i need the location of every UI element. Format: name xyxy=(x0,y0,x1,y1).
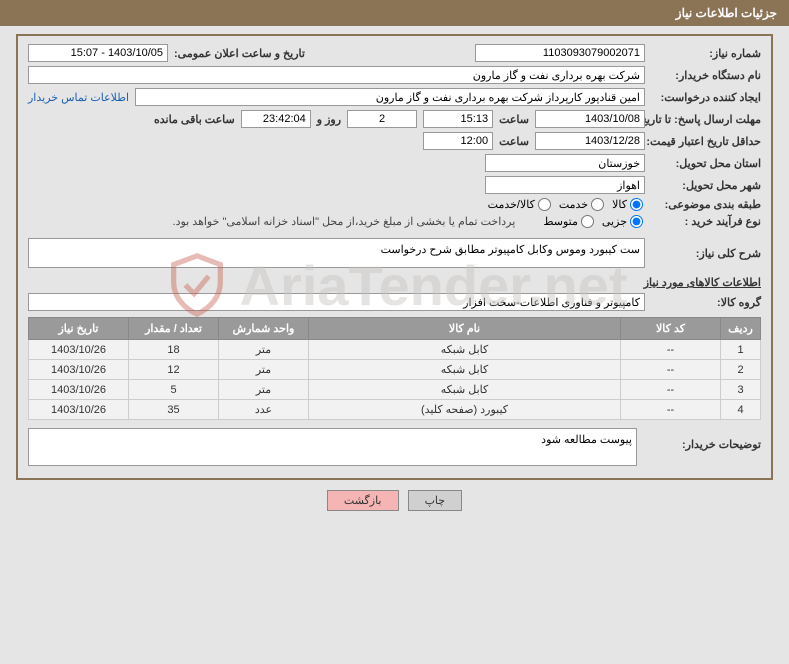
back-button[interactable]: بازگشت xyxy=(327,490,399,511)
price-valid-time: 12:00 xyxy=(423,132,493,150)
province-field: خوزستان xyxy=(485,154,645,172)
payment-note: پرداخت تمام یا بخشی از مبلغ خرید،از محل … xyxy=(173,215,516,228)
table-row: 3--کابل شبکهمتر51403/10/26 xyxy=(29,380,761,400)
radio-medium[interactable]: متوسط xyxy=(543,215,594,228)
table-cell: -- xyxy=(621,400,721,420)
button-row: چاپ بازگشت xyxy=(0,490,789,511)
table-cell: کابل شبکه xyxy=(309,360,621,380)
process-label: نوع فرآیند خرید : xyxy=(651,215,761,228)
goods-group-label: گروه کالا: xyxy=(651,296,761,309)
desc-label: شرح کلی نیاز: xyxy=(651,247,761,260)
table-cell: متر xyxy=(219,360,309,380)
time-label-2: ساعت xyxy=(499,135,529,148)
table-row: 4--کیبورد (صفحه کلید)عدد351403/10/26 xyxy=(29,400,761,420)
buyer-notes-field: پیوست مطالعه شود xyxy=(28,428,637,466)
th-unit: واحد شمارش xyxy=(219,318,309,340)
table-cell: -- xyxy=(621,380,721,400)
time-label-1: ساعت xyxy=(499,113,529,126)
print-button[interactable]: چاپ xyxy=(408,490,463,511)
table-cell: 4 xyxy=(721,400,761,420)
table-header-row: ردیف کد کالا نام کالا واحد شمارش تعداد /… xyxy=(29,318,761,340)
price-valid-date: 1403/12/28 xyxy=(535,132,645,150)
announce-value: 1403/10/05 - 15:07 xyxy=(28,44,168,62)
table-cell: -- xyxy=(621,360,721,380)
reply-deadline-label: مهلت ارسال پاسخ: تا تاریخ: xyxy=(651,113,761,126)
days-count-field: 2 xyxy=(347,110,417,128)
table-cell: 12 xyxy=(129,360,219,380)
table-cell: 5 xyxy=(129,380,219,400)
table-cell: متر xyxy=(219,380,309,400)
goods-group-field: کامپیوتر و فناوری اطلاعات-سخت افزار xyxy=(28,293,645,311)
th-qty: تعداد / مقدار xyxy=(129,318,219,340)
city-label: شهر محل تحویل: xyxy=(651,179,761,192)
goods-info-title: اطلاعات کالاهای مورد نیاز xyxy=(28,276,761,289)
th-row: ردیف xyxy=(721,318,761,340)
buyer-org-field: شرکت بهره برداری نفت و گاز مارون xyxy=(28,66,645,84)
table-cell: کابل شبکه xyxy=(309,380,621,400)
category-label: طبقه بندی موضوعی: xyxy=(651,198,761,211)
desc-field: ست کیبورد وموس وکابل کامپیوتر مطابق شرح … xyxy=(28,238,645,268)
table-cell: کیبورد (صفحه کلید) xyxy=(309,400,621,420)
th-code: کد کالا xyxy=(621,318,721,340)
city-field: اهواز xyxy=(485,176,645,194)
th-name: نام کالا xyxy=(309,318,621,340)
items-table: ردیف کد کالا نام کالا واحد شمارش تعداد /… xyxy=(28,317,761,420)
radio-service[interactable]: خدمت xyxy=(559,198,604,211)
table-row: 1--کابل شبکهمتر181403/10/26 xyxy=(29,340,761,360)
buyer-contact-link[interactable]: اطلاعات تماس خریدار xyxy=(28,91,129,104)
table-cell: -- xyxy=(621,340,721,360)
table-cell: 3 xyxy=(721,380,761,400)
page-header: جزئیات اطلاعات نیاز xyxy=(0,0,789,26)
countdown-field: 23:42:04 xyxy=(241,110,311,128)
table-cell: 18 xyxy=(129,340,219,360)
table-cell: 1403/10/26 xyxy=(29,380,129,400)
province-label: استان محل تحویل: xyxy=(651,157,761,170)
radio-goods-service[interactable]: کالا/خدمت xyxy=(488,198,551,211)
main-panel: شماره نیاز: 1103093079002071 تاریخ و ساع… xyxy=(16,34,773,480)
table-cell: متر xyxy=(219,340,309,360)
table-cell: 2 xyxy=(721,360,761,380)
announce-label: تاریخ و ساعت اعلان عمومی: xyxy=(174,47,305,60)
price-valid-label: حداقل تاریخ اعتبار قیمت: تا تاریخ: xyxy=(651,135,761,148)
buyer-org-label: نام دستگاه خریدار: xyxy=(651,69,761,82)
radio-goods[interactable]: کالا xyxy=(612,198,643,211)
table-cell: 35 xyxy=(129,400,219,420)
days-and-label: روز و xyxy=(317,113,341,126)
buyer-notes-label: توضیحات خریدار: xyxy=(651,428,761,451)
remaining-label: ساعت باقی مانده xyxy=(154,113,235,126)
table-cell: 1403/10/26 xyxy=(29,340,129,360)
table-cell: 1403/10/26 xyxy=(29,360,129,380)
reply-time-field: 15:13 xyxy=(423,110,493,128)
table-cell: عدد xyxy=(219,400,309,420)
requester-field: امین قنادپور کارپرداز شرکت بهره برداری ن… xyxy=(135,88,645,106)
th-date: تاریخ نیاز xyxy=(29,318,129,340)
table-cell: کابل شبکه xyxy=(309,340,621,360)
page-title: جزئیات اطلاعات نیاز xyxy=(676,6,777,20)
table-cell: 1 xyxy=(721,340,761,360)
need-number-field: 1103093079002071 xyxy=(475,44,645,62)
need-number-label: شماره نیاز: xyxy=(651,47,761,60)
table-row: 2--کابل شبکهمتر121403/10/26 xyxy=(29,360,761,380)
table-cell: 1403/10/26 xyxy=(29,400,129,420)
radio-partial[interactable]: جزیی xyxy=(602,215,643,228)
requester-label: ایجاد کننده درخواست: xyxy=(651,91,761,104)
reply-date-field: 1403/10/08 xyxy=(535,110,645,128)
